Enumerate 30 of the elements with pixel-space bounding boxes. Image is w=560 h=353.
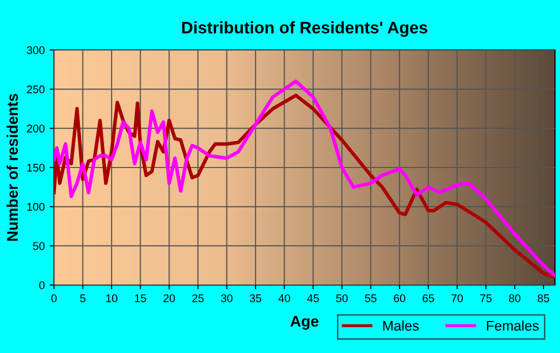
x-tick-label: 20 [164, 294, 175, 302]
x-tick-label: 70 [451, 294, 463, 302]
x-tick-label: 25 [192, 294, 204, 302]
y-tick-label: 150 [27, 164, 45, 172]
x-tick-label: 15 [135, 294, 146, 302]
y-tick-label: 200 [26, 124, 45, 132]
y-tick-label: 0 [39, 281, 45, 290]
x-tick-label: 35 [250, 294, 262, 302]
legend-label: Females [486, 320, 539, 331]
y-tick-label: 250 [26, 85, 45, 94]
y-axis-title: Number of residents [6, 94, 18, 241]
x-tick-label: 55 [364, 294, 376, 302]
x-axis-title: Age [290, 316, 318, 330]
x-tick-label: 50 [336, 294, 348, 302]
legend-label: Males [383, 320, 419, 331]
x-tick-label: 85 [538, 294, 550, 302]
x-tick-label: 75 [480, 294, 492, 302]
x-tick-label: 30 [221, 294, 233, 302]
y-tick-label: 300 [26, 46, 45, 54]
x-tick-label: 80 [508, 294, 520, 302]
y-tick-label: 100 [27, 202, 45, 211]
x-tick-label: 45 [307, 294, 319, 302]
x-tick-label: 5 [80, 294, 86, 302]
x-tick-label: 0 [51, 294, 57, 302]
x-tick-label: 65 [422, 294, 434, 302]
x-tick-label: 10 [106, 294, 118, 302]
chart-title: Distribution of Residents' Ages [182, 21, 428, 37]
x-tick-label: 60 [394, 294, 406, 302]
y-tick-label: 50 [33, 242, 45, 250]
x-tick-label: 40 [278, 294, 290, 302]
